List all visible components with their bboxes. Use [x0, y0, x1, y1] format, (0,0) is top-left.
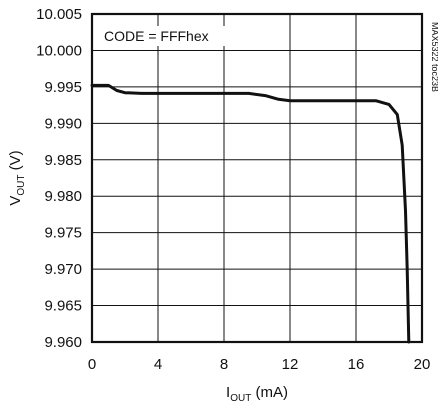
y-tick-label: 9.960 [44, 334, 82, 351]
x-axis-title-main: I [226, 384, 230, 401]
annotation-background [100, 26, 232, 46]
y-axis-title: VOUT (V) [7, 150, 27, 205]
y-tick-label: 9.995 [44, 79, 82, 96]
x-tick-label: 12 [282, 356, 299, 373]
y-tick-label: 9.975 [44, 225, 82, 242]
x-axis-title: IOUT (mA) [226, 384, 288, 404]
y-tick-label: 10.000 [36, 42, 82, 59]
x-tick-labels: 0 4 8 12 16 20 [88, 356, 431, 373]
y-tick-label: 9.980 [44, 188, 82, 205]
x-tick-label: 16 [348, 356, 365, 373]
y-axis-title-main: V [7, 196, 24, 206]
annotation-label: CODE = FFFhex [104, 28, 209, 44]
y-tick-label: 9.970 [44, 261, 82, 278]
x-tick-label: 8 [220, 356, 228, 373]
y-tick-labels: 10.005 10.000 9.995 9.990 9.985 9.980 9.975 9.9… [36, 6, 82, 351]
y-tick-label: 10.005 [36, 6, 82, 23]
plot-frame [90, 12, 424, 344]
grid-lines [91, 13, 423, 343]
y-axis-title-rest: (V) [7, 150, 24, 174]
x-axis-title-sub: OUT [230, 393, 251, 404]
x-axis-title-rest: (mA) [251, 384, 288, 401]
side-label: MAX5322 toc23B [430, 22, 438, 92]
series-line [90, 83, 411, 344]
x-tick-label: 20 [414, 356, 431, 373]
y-tick-label: 9.965 [44, 298, 82, 315]
y-axis-title-sub: OUT [16, 175, 27, 196]
x-tick-label: 4 [154, 356, 162, 373]
y-tick-label: 9.990 [44, 115, 82, 132]
x-tick-label: 0 [88, 356, 96, 373]
y-tick-label: 9.985 [44, 152, 82, 169]
